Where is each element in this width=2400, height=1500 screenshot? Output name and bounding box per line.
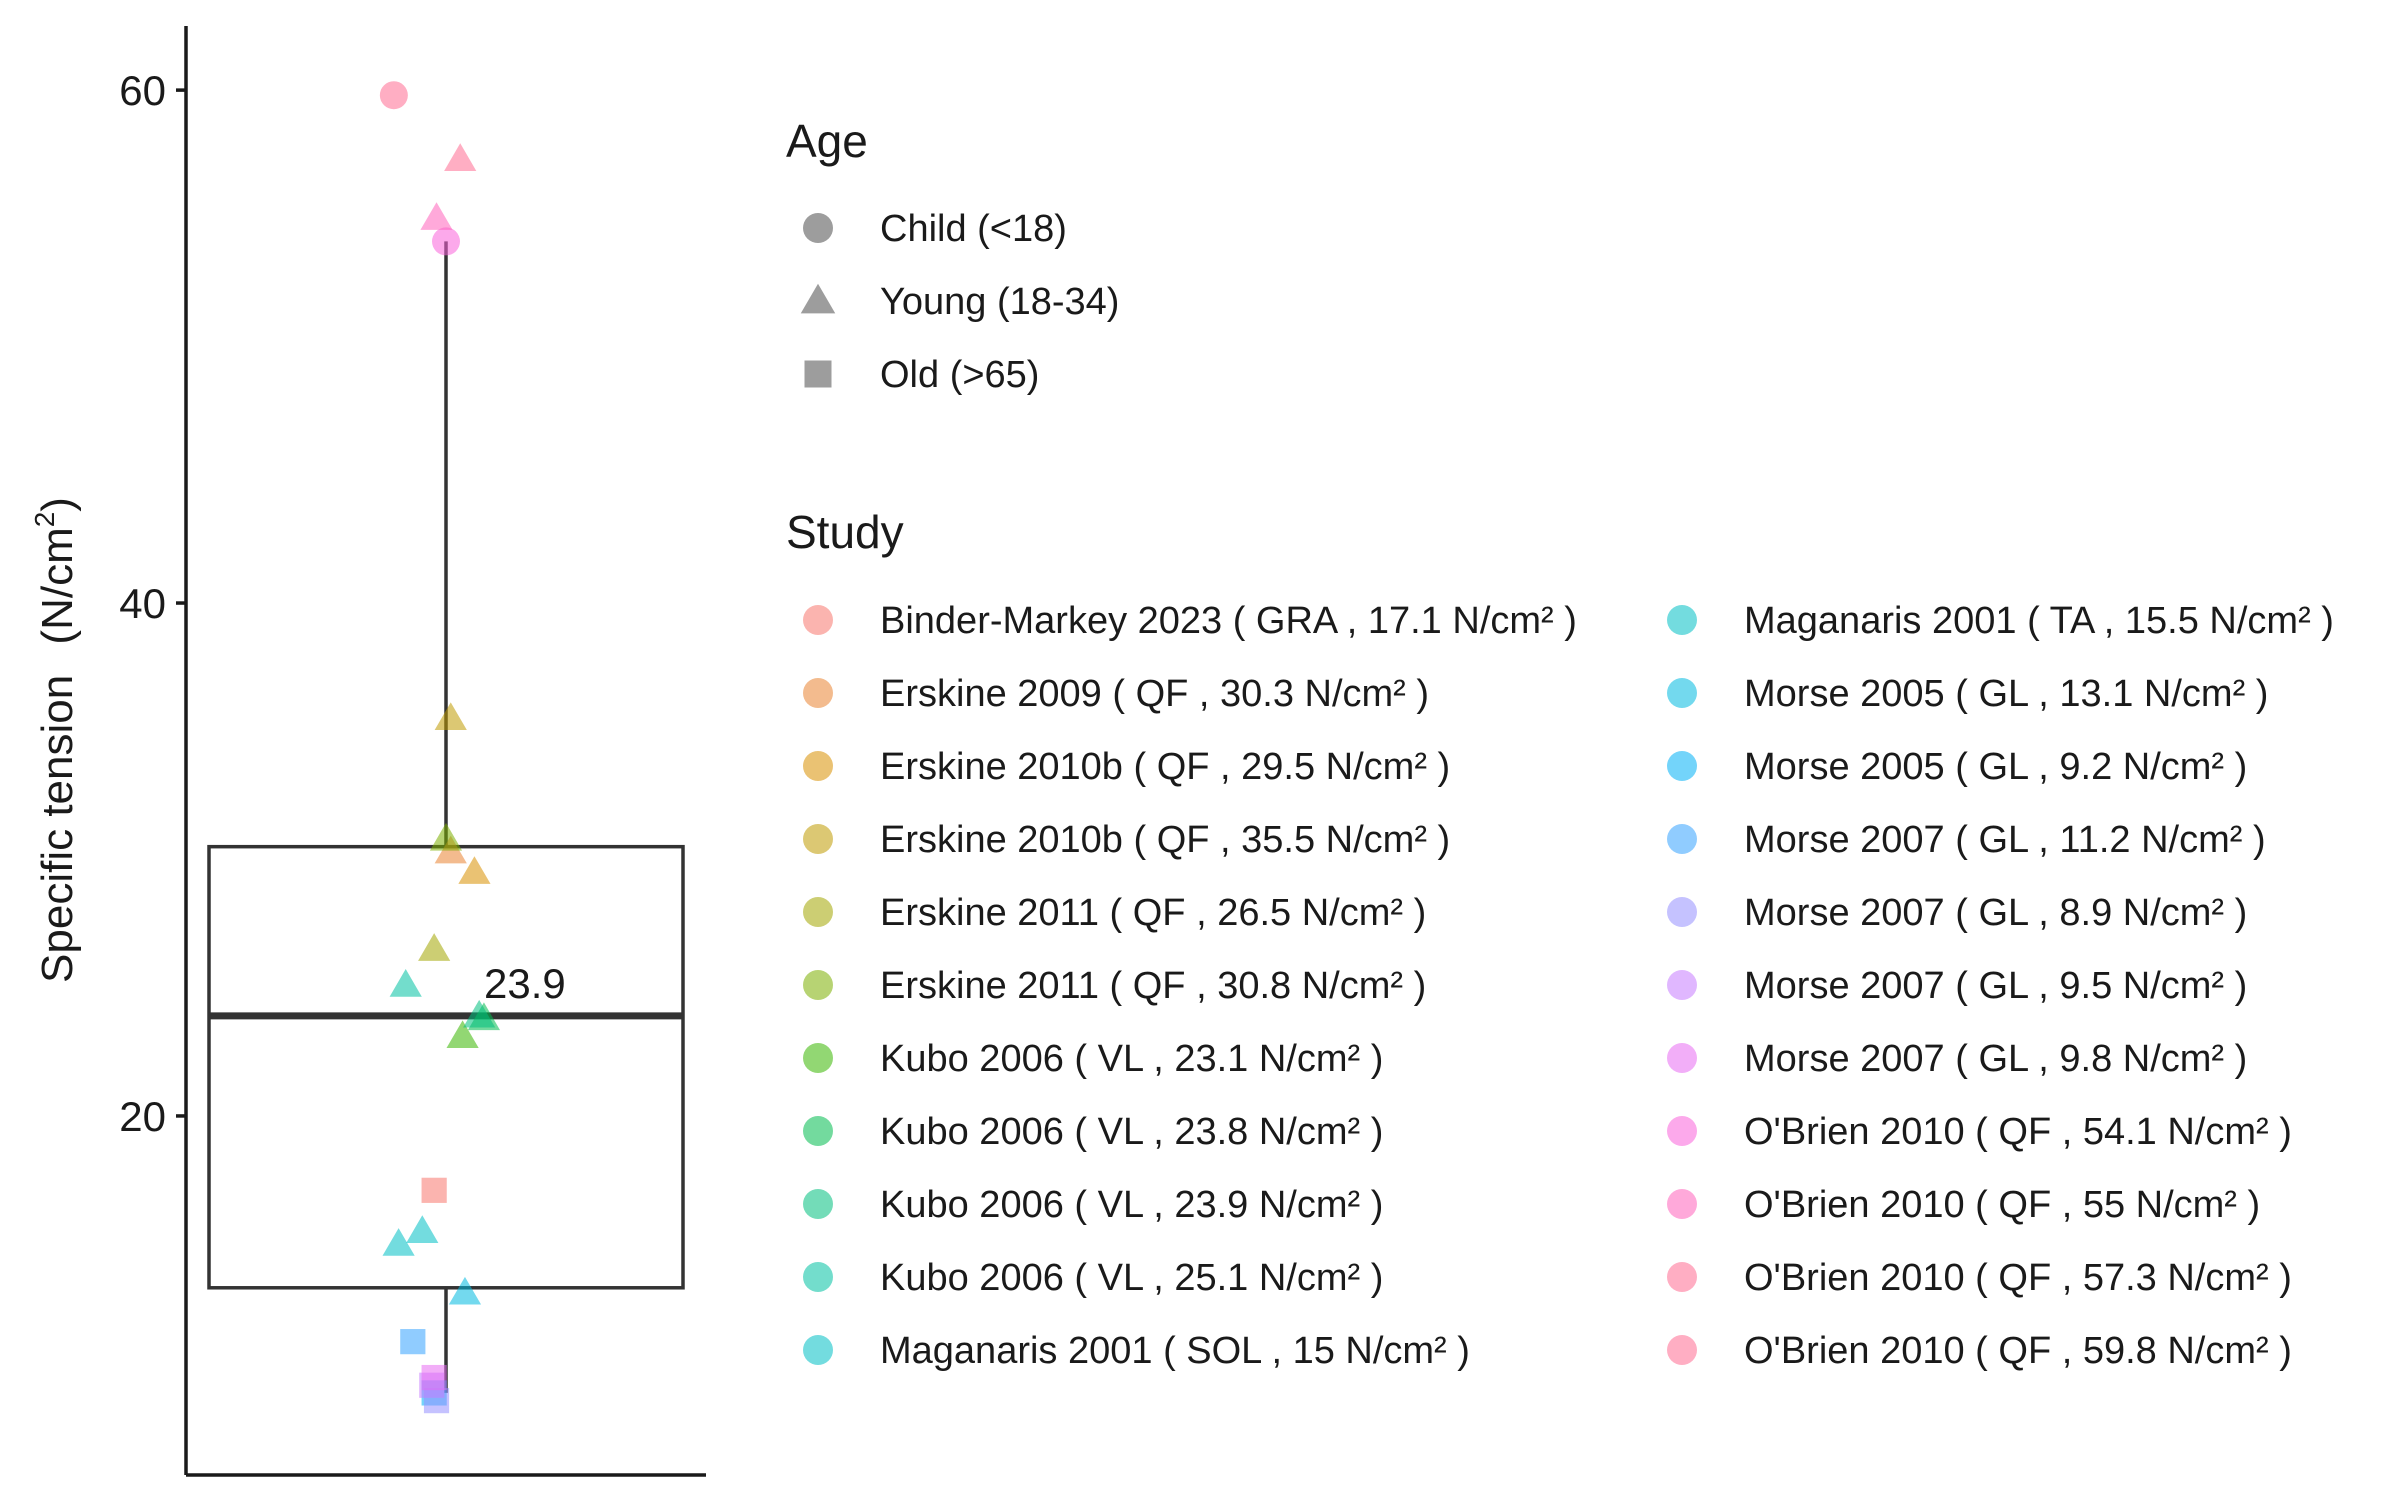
y-axis-title-unit-close: ) (33, 497, 82, 512)
legend-swatch-icon (1667, 1116, 1697, 1146)
study-legend-label: Morse 2007 ( GL , 8.9 N/cm² ) (1744, 892, 2247, 934)
study-legend-label: Maganaris 2001 ( TA , 15.5 N/cm² ) (1744, 600, 2334, 642)
data-point-triangle (420, 202, 453, 230)
study-legend-label: Morse 2007 ( GL , 9.5 N/cm² ) (1744, 965, 2247, 1007)
data-point-triangle (418, 933, 451, 961)
legend-swatch-icon (803, 751, 833, 781)
study-legend-label: Erskine 2010b ( QF , 35.5 N/cm² ) (880, 819, 1450, 861)
study-legend-label: O'Brien 2010 ( QF , 55 N/cm² ) (1744, 1184, 2260, 1226)
data-point-circle (379, 81, 408, 110)
data-point-triangle (444, 143, 477, 171)
y-axis-title: Specific tension (N/cm2) (29, 497, 82, 983)
legend-swatch-icon (1667, 1335, 1697, 1365)
data-point-square (400, 1329, 426, 1355)
legend-swatch-icon (1667, 678, 1697, 708)
study-legend-label: Kubo 2006 ( VL , 25.1 N/cm² ) (880, 1257, 1383, 1299)
study-legend-label: Maganaris 2001 ( SOL , 15 N/cm² ) (880, 1330, 1470, 1372)
study-legend-label: Morse 2007 ( GL , 9.8 N/cm² ) (1744, 1038, 2247, 1080)
median-annotation: 23.9 (484, 960, 566, 1007)
study-legend-label: Binder-Markey 2023 ( GRA , 17.1 N/cm² ) (880, 600, 1577, 642)
study-legend-label: O'Brien 2010 ( QF , 59.8 N/cm² ) (1744, 1330, 2292, 1372)
legend-swatch-icon (803, 897, 833, 927)
legend-swatch-icon (803, 1043, 833, 1073)
legend-swatch-icon (803, 1189, 833, 1219)
study-legend-title: Study (786, 506, 904, 558)
legend-circle-icon (803, 213, 833, 243)
legend-swatch-icon (1667, 751, 1697, 781)
legend-swatch-icon (1667, 824, 1697, 854)
study-legend-label: Erskine 2009 ( QF , 30.3 N/cm² ) (880, 673, 1429, 715)
data-point-triangle (463, 999, 496, 1028)
legend-swatch-icon (803, 605, 833, 635)
y-tick-label: 40 (119, 580, 166, 627)
study-legend: Study Binder-Markey 2023 ( GRA , 17.1 N/c… (786, 506, 2334, 1372)
median-value-label: 23.9 (484, 960, 566, 1007)
data-point-triangle (406, 1215, 439, 1243)
data-point-triangle (382, 1228, 415, 1256)
data-point-triangle (448, 1276, 482, 1305)
data-point-triangle (446, 1020, 479, 1049)
study-legend-label: Morse 2005 ( GL , 9.2 N/cm² ) (1744, 746, 2247, 788)
data-point-triangle (458, 856, 491, 884)
data-point-square (421, 1177, 447, 1203)
legend-swatch-icon (803, 1262, 833, 1292)
legend-swatch-icon (803, 1116, 833, 1146)
legend-swatch-icon (1667, 970, 1697, 1000)
svg-text:Specific tension (N/cm2): Specific tension (N/cm2) (29, 497, 82, 983)
data-point-square (421, 1364, 447, 1391)
legend-swatch-icon (1667, 897, 1697, 927)
legend-swatch-icon (1667, 1043, 1697, 1073)
legend-swatch-icon (803, 1335, 833, 1365)
y-axis-title-text: Specific tension (33, 675, 82, 983)
age-legend-label: Child (<18) (880, 208, 1067, 250)
legend-swatch-icon (1667, 1262, 1697, 1292)
legend-swatch-icon (1667, 605, 1697, 635)
legend-swatch-icon (803, 678, 833, 708)
study-legend-label: Morse 2007 ( GL , 11.2 N/cm² ) (1744, 819, 2266, 861)
study-legend-label: Erskine 2011 ( QF , 26.5 N/cm² ) (880, 892, 1426, 934)
data-point-triangle (389, 969, 422, 997)
study-legend-label: O'Brien 2010 ( QF , 57.3 N/cm² ) (1744, 1257, 2292, 1299)
data-point-circle (432, 227, 460, 256)
y-ticks: 20 40 60 (119, 67, 186, 1140)
data-point-triangle (429, 822, 463, 851)
y-tick-label: 20 (119, 1093, 166, 1140)
study-legend-label: Kubo 2006 ( VL , 23.8 N/cm² ) (880, 1111, 1383, 1153)
age-legend: Age Child (<18) Young (18-34) Old (>65) (786, 115, 1119, 396)
iqr-box (207, 844, 685, 1290)
y-axis-title-unit-sup: 2 (29, 512, 60, 528)
age-legend-title: Age (786, 115, 868, 167)
legend-square-icon (804, 360, 832, 388)
legend-triangle-icon (800, 283, 836, 314)
study-legend-label: Morse 2005 ( GL , 13.1 N/cm² ) (1744, 673, 2268, 715)
y-axis-title-unit: (N/cm (33, 527, 82, 644)
boxplot (207, 241, 685, 1393)
data-point-triangle (434, 702, 467, 731)
legend-swatch-icon (803, 970, 833, 1000)
study-legend-label: Kubo 2006 ( VL , 23.1 N/cm² ) (880, 1038, 1383, 1080)
study-legend-label: Erskine 2011 ( QF , 30.8 N/cm² ) (880, 965, 1426, 1007)
age-legend-label: Old (>65) (880, 354, 1039, 396)
age-legend-label: Young (18-34) (880, 281, 1119, 323)
study-legend-label: Kubo 2006 ( VL , 23.9 N/cm² ) (880, 1184, 1383, 1226)
study-legend-label: Erskine 2010b ( QF , 29.5 N/cm² ) (880, 746, 1450, 788)
study-legend-label: O'Brien 2010 ( QF , 54.1 N/cm² ) (1744, 1111, 2292, 1153)
legend-swatch-icon (803, 824, 833, 854)
y-tick-label: 60 (119, 67, 166, 114)
data-points (379, 81, 501, 1414)
legend-swatch-icon (1667, 1189, 1697, 1219)
